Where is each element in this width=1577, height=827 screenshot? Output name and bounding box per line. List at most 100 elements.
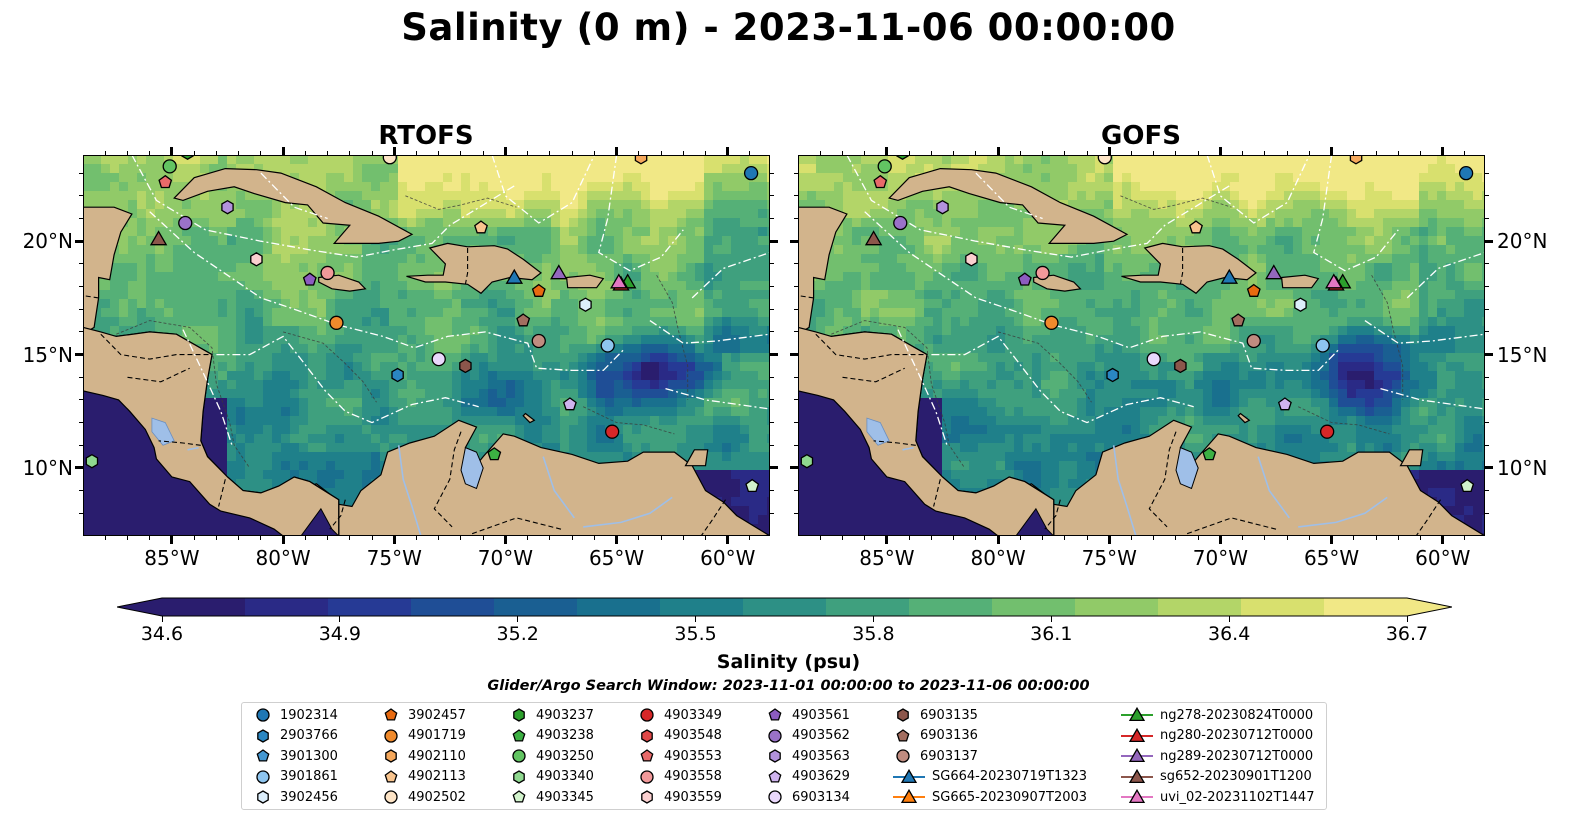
lon-tick-top-gofs (1441, 147, 1445, 155)
map-panel-rtofs[interactable] (83, 155, 770, 536)
minor-tick (260, 536, 262, 540)
landmass-puertoRico (565, 274, 605, 289)
minor-tick (770, 308, 774, 310)
argo-4903562-gofs (893, 215, 908, 231)
country-borders (798, 248, 1441, 536)
argo-6903134-rtofs (431, 351, 446, 367)
legend-symbol (769, 749, 781, 763)
glider-ng289-gofs (1265, 264, 1283, 280)
map-panel-gofs[interactable] (798, 155, 1485, 536)
minor-tick (1485, 286, 1489, 288)
lon-label-rtofs: 80°W (255, 546, 311, 570)
lat-tick-right-rtofs (770, 239, 778, 243)
legend-item: 4903250 (508, 746, 594, 766)
legend-marker-circle (256, 769, 270, 784)
minor-tick (1397, 536, 1399, 540)
lon-tick-bottom-rtofs (281, 536, 285, 544)
legend-item: 4902502 (380, 787, 466, 807)
legend-label: 4902113 (408, 769, 466, 784)
argo-4903345-rtofs (745, 478, 760, 493)
minor-tick (79, 308, 83, 310)
minor-tick (104, 536, 106, 540)
lake-nicaragua (866, 417, 890, 446)
argo-4903238-gofs (1202, 447, 1217, 461)
argo-4903559-gofs (965, 252, 978, 267)
argo-4903349-rtofs (604, 424, 620, 439)
colorbar-tick-label: 34.9 (318, 623, 361, 645)
minor-tick (79, 399, 83, 401)
legend-symbol (384, 790, 398, 804)
glider-ng289-rtofs (550, 264, 568, 280)
minor-tick (908, 536, 910, 540)
minor-tick (1264, 151, 1266, 155)
lon-tick-bottom-gofs (996, 536, 1000, 544)
legend-label: ng278-20230824T0000 (1160, 707, 1314, 723)
minor-tick (238, 536, 240, 540)
argo-4903553-rtofs (158, 174, 173, 189)
lat-tick-left-rtofs (75, 466, 83, 470)
eez-boundaries (846, 155, 1485, 446)
minor-tick (794, 444, 798, 446)
legend-marker-triangle (1121, 706, 1153, 722)
lon-tick-top-gofs (885, 147, 889, 155)
colorbar-segment (743, 598, 827, 616)
argo-6903135-rtofs (459, 358, 472, 374)
legend-item: 3901861 (252, 767, 338, 787)
legend-item: SG664-20230719T1323 (892, 767, 1087, 787)
argo-6903137-rtofs (531, 333, 546, 349)
minor-tick (770, 286, 774, 288)
glider-sg652-gofs (864, 230, 883, 246)
lon-tick-top-rtofs (615, 147, 619, 155)
legend-symbol (384, 769, 398, 783)
minor-tick (660, 536, 662, 540)
argo-4903563-rtofs (221, 199, 234, 215)
lon-label-gofs: 85°W (859, 546, 915, 570)
argo-2903766-rtofs (391, 367, 404, 383)
colorbar-tick-mark (517, 616, 519, 622)
minor-tick (571, 151, 573, 155)
minor-tick (260, 151, 262, 155)
minor-tick (104, 151, 106, 155)
lake-maracaibo (1175, 446, 1199, 490)
legend-item: 2903766 (252, 726, 338, 746)
lon-label-rtofs: 85°W (144, 546, 200, 570)
legend-label: ng289-20230712T0000 (1160, 748, 1314, 764)
glider-sg652-rtofs (149, 230, 168, 246)
minor-tick (349, 151, 351, 155)
argo-4903340-gofs (800, 453, 814, 469)
lat-tick-right-gofs (1485, 353, 1493, 357)
minor-tick (770, 422, 774, 424)
legend-symbol (1128, 706, 1146, 722)
argo-4901719-gofs (1044, 315, 1059, 330)
legend-marker-circle (256, 708, 270, 722)
lon-tick-bottom-gofs (1107, 536, 1111, 544)
minor-tick (349, 536, 351, 540)
colorbar-segment (826, 598, 910, 616)
colorbar-tick-mark (161, 616, 163, 622)
lat-tick-right-gofs (1485, 466, 1493, 470)
minor-tick (794, 512, 798, 514)
lat-tick-left-gofs (790, 239, 798, 243)
minor-tick (794, 218, 798, 219)
legend-marker-hexagon (257, 728, 269, 743)
minor-tick (770, 218, 774, 219)
minor-tick (749, 151, 751, 155)
argo-4903558-rtofs (320, 265, 335, 281)
minor-tick (794, 376, 798, 378)
minor-tick (438, 536, 440, 540)
legend-label: 3902456 (280, 789, 338, 805)
argo-4903561-rtofs (302, 272, 317, 286)
legend-marker-circle (896, 749, 910, 763)
legend-label: uvi_02-20231102T1447 (1160, 789, 1315, 805)
minor-tick (415, 151, 417, 155)
legend-item: 4903562 (764, 726, 850, 746)
legend-item: sg652-20230901T1200 (1120, 767, 1312, 787)
lon-tick-bottom-gofs (1441, 536, 1445, 544)
legend-item: 4903629 (764, 767, 850, 787)
legend-item: 3902456 (252, 787, 338, 807)
minor-tick (1420, 536, 1422, 540)
pacific-ocean (798, 390, 1000, 536)
minor-tick (770, 195, 774, 197)
minor-tick (794, 195, 798, 197)
colorbar-segment (245, 598, 329, 616)
